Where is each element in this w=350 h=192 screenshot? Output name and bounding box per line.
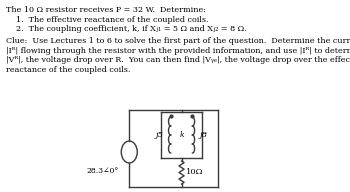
Text: reactance of the coupled coils.: reactance of the coupled coils. — [6, 66, 130, 74]
Text: 1.  The effective reactance of the coupled coils.: 1. The effective reactance of the couple… — [16, 16, 209, 23]
Text: j8: j8 — [200, 131, 208, 139]
Text: |Iᴿ| flowing through the resistor with the provided information, and use |Iᴿ| to: |Iᴿ| flowing through the resistor with t… — [6, 47, 350, 55]
Text: j5: j5 — [155, 131, 163, 139]
Text: The 10 Ω resistor receives P = 32 W.  Determine:: The 10 Ω resistor receives P = 32 W. Det… — [6, 6, 206, 14]
Text: 10Ω: 10Ω — [186, 169, 203, 176]
Text: 2.  The coupling coefficient, k, if Xⱼ₁ = 5 Ω and Xⱼ₂ = 8 Ω.: 2. The coupling coefficient, k, if Xⱼ₁ =… — [16, 25, 247, 33]
Text: 28.3∠0°: 28.3∠0° — [87, 167, 119, 175]
Text: |Vᴿ|, the voltage drop over R.  You can then find |Vᵧₑ⁢⁢|, the voltage drop over: |Vᴿ|, the voltage drop over R. You can t… — [6, 56, 350, 64]
Text: Clue:  Use Lectures 1 to 6 to solve the first part of the question.  Determine t: Clue: Use Lectures 1 to 6 to solve the f… — [6, 37, 350, 45]
Text: k: k — [179, 131, 184, 139]
